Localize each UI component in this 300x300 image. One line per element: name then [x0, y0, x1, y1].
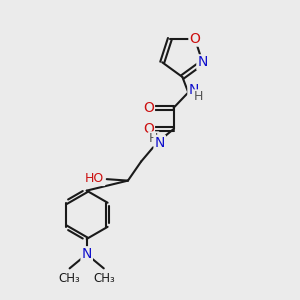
- Text: N: N: [82, 247, 92, 261]
- Text: N: N: [188, 83, 199, 97]
- Text: O: O: [189, 32, 200, 46]
- Text: HO: HO: [85, 172, 104, 185]
- Text: CH₃: CH₃: [59, 272, 80, 285]
- Text: CH₃: CH₃: [93, 272, 115, 285]
- Text: O: O: [143, 122, 154, 136]
- Text: N: N: [154, 136, 165, 150]
- Text: O: O: [143, 101, 154, 115]
- Text: N: N: [197, 55, 208, 69]
- Text: H: H: [194, 90, 203, 104]
- Text: H: H: [149, 132, 158, 145]
